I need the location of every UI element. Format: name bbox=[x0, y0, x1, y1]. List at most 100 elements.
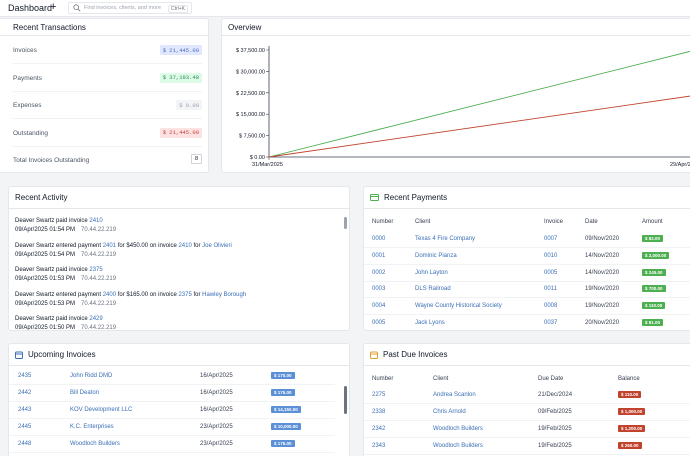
activity-invoice-link[interactable]: 2375 bbox=[178, 291, 192, 298]
activity-link[interactable]: 2401 bbox=[102, 242, 117, 249]
past-due-invoice-row[interactable]: 2342 Woodloch Builders 19/Feb/2025 $ 1,200.… bbox=[364, 421, 690, 438]
add-button[interactable]: + bbox=[50, 1, 57, 13]
activity-link[interactable]: 2429 bbox=[89, 316, 103, 322]
payment-client[interactable]: Dominic Pianza bbox=[415, 252, 457, 259]
payment-number[interactable]: 0004 bbox=[372, 303, 386, 310]
invoice-date: 23/Apr/2025 bbox=[200, 441, 233, 447]
transaction-row: Total Invoices Outstanding 8 bbox=[13, 147, 202, 172]
payment-invoice[interactable]: 0010 bbox=[544, 252, 558, 259]
payment-number[interactable]: 0005 bbox=[372, 320, 386, 326]
payment-client[interactable]: Jack Lyons bbox=[415, 320, 445, 326]
payment-row[interactable]: 0002 John Layton 0005 14/Nov/2020 $ 245.00 bbox=[364, 265, 690, 282]
activity-text: Deaver Swartz paid invoice 2410 bbox=[15, 217, 339, 226]
recent-transactions-title: Recent Transactions bbox=[13, 22, 86, 32]
payment-row[interactable]: 0001 Dominic Pianza 0010 14/Nov/2020 $ 2,000… bbox=[364, 248, 690, 265]
overview-header: Overview bbox=[222, 19, 690, 36]
activity-ip: 70.44.22.219 bbox=[81, 227, 117, 233]
activity-client-link[interactable]: Hawley Borough bbox=[202, 291, 247, 298]
activity-link[interactable]: 2375 bbox=[89, 267, 103, 273]
upcoming-invoice-row[interactable]: 2435 John Ridd DMD 16/Apr/2025 $ 170.00 bbox=[9, 368, 335, 385]
transaction-label: Payments bbox=[13, 74, 42, 82]
upcoming-scrollbar[interactable] bbox=[344, 386, 347, 414]
invoice-number[interactable]: 2448 bbox=[18, 441, 32, 447]
activity-client-link[interactable]: Joe Olivieri bbox=[202, 242, 232, 249]
payment-number[interactable]: 0001 bbox=[372, 252, 386, 259]
activity-link[interactable]: 2410 bbox=[89, 218, 103, 224]
invoice-number[interactable]: 2343 bbox=[372, 443, 386, 449]
upcoming-invoice-row[interactable]: 2448 Woodloch Builders 23/Apr/2025 $ 175.00 bbox=[9, 436, 335, 453]
invoice-number[interactable]: 2342 bbox=[372, 426, 386, 432]
payment-date: 14/Nov/2020 bbox=[585, 252, 620, 259]
recent-transactions-header: Recent Transactions bbox=[0, 19, 208, 36]
transaction-value-badge: $ 21,445.00 bbox=[159, 127, 202, 138]
invoice-amount-badge: $ 170.00 bbox=[271, 372, 295, 379]
payment-date: 19/Nov/2020 bbox=[585, 286, 620, 293]
upcoming-invoice-row[interactable]: 2443 KOV Development LLC 16/Apr/2025 $ 14,1… bbox=[9, 402, 335, 419]
payment-client[interactable]: Texas 4 Fire Company bbox=[415, 236, 476, 242]
payment-invoice[interactable]: 0011 bbox=[544, 286, 557, 293]
transaction-label: Outstanding bbox=[13, 129, 49, 137]
invoice-due-date: 09/Feb/2025 bbox=[538, 409, 572, 415]
activity-link[interactable]: 2400 bbox=[102, 291, 117, 298]
invoice-client[interactable]: Woodloch Builders bbox=[433, 426, 483, 432]
payment-row[interactable]: 0003 DLS Railroad 0011 19/Nov/2020 $ 700.00 bbox=[364, 281, 690, 299]
invoice-balance-badge: $ 1,000.00 bbox=[618, 408, 646, 415]
payment-number[interactable]: 0002 bbox=[372, 269, 386, 276]
payment-row[interactable]: 0005 Jack Lyons 0037 20/Nov/2020 $ 81.00 bbox=[364, 315, 690, 330]
payment-client[interactable]: Wayne County Historical Society bbox=[415, 303, 502, 310]
past-due-invoice-row[interactable]: 2338 Chris Arnold 09/Feb/2025 $ 1,000.00 bbox=[364, 404, 690, 421]
payments-column-header: Client bbox=[415, 219, 431, 225]
x-tick-label: 31/Mar/2025 bbox=[252, 162, 283, 168]
overview-chart: $ 0.00 $ 7,500.00 $ 15,000.00 $ 22,500.00 $ … bbox=[236, 46, 690, 168]
payment-invoice[interactable]: 0037 bbox=[544, 320, 558, 326]
series-line-invoices bbox=[268, 95, 690, 158]
activity-item: Deaver Swartz paid invoice 2410 09/Apr/20… bbox=[15, 217, 339, 235]
payment-number[interactable]: 0000 bbox=[372, 236, 386, 242]
activity-invoice-link[interactable]: 2410 bbox=[178, 242, 192, 249]
invoice-client[interactable]: Bill Deaton bbox=[70, 390, 100, 396]
invoice-client[interactable]: John Ridd DMD bbox=[70, 373, 113, 379]
invoice-number[interactable]: 2443 bbox=[18, 407, 32, 413]
payment-invoice[interactable]: 0007 bbox=[544, 236, 558, 242]
invoice-number[interactable]: 2275 bbox=[372, 392, 386, 398]
payment-client[interactable]: John Layton bbox=[415, 269, 448, 276]
invoice-client[interactable]: KOV Development LLC bbox=[70, 407, 133, 413]
payment-date: 09/Nov/2020 bbox=[585, 236, 620, 242]
invoice-number[interactable]: 2442 bbox=[18, 390, 32, 396]
past-due-invoices-title: Past Due Invoices bbox=[383, 350, 448, 359]
transaction-row: Payments $ 37,193.48 bbox=[13, 65, 202, 92]
invoice-client[interactable]: Andrea Scanlon bbox=[433, 392, 476, 398]
payment-row[interactable]: 0004 Wayne County Historical Society 0008 1… bbox=[364, 298, 690, 316]
recent-payments-title: Recent Payments bbox=[384, 193, 448, 202]
invoice-number[interactable]: 2338 bbox=[372, 409, 386, 415]
past-due-invoice-row[interactable]: 2275 Andrea Scanlon 21/Dec/2024 $ 110.00 bbox=[364, 387, 690, 404]
past-due-invoice-row[interactable]: 2343 Woodloch Builders 19/Feb/2025 $ 260.00 bbox=[364, 438, 690, 455]
payment-row[interactable]: 0000 Texas 4 Fire Company 0007 09/Nov/2020 $… bbox=[364, 231, 690, 248]
activity-ip: 70.44.22.219 bbox=[81, 325, 117, 331]
y-tick-label: $ 15,000.00 bbox=[236, 112, 265, 118]
search-input[interactable]: Find invoices, clients, and more Ctrl+K bbox=[68, 2, 192, 14]
top-bar: Dashboard + Find invoices, clients, and … bbox=[0, 0, 690, 17]
transaction-value-badge: $ 37,193.48 bbox=[159, 72, 202, 83]
payments-icon bbox=[370, 194, 379, 201]
invoice-client[interactable]: Woodloch Builders bbox=[70, 441, 120, 447]
payment-invoice[interactable]: 0008 bbox=[544, 303, 558, 310]
payment-number[interactable]: 0003 bbox=[372, 286, 386, 293]
overview-card: Overview $ 0.00 $ 7,500.00 $ 15,000.00 $ 22… bbox=[221, 18, 690, 173]
payment-client[interactable]: DLS Railroad bbox=[415, 286, 451, 293]
invoice-client[interactable]: K.C. Enterprises bbox=[70, 424, 114, 430]
invoice-date: 16/Apr/2025 bbox=[200, 407, 233, 413]
activity-scrollbar[interactable] bbox=[344, 217, 347, 229]
invoice-number[interactable]: 2435 bbox=[18, 373, 32, 379]
payment-invoice[interactable]: 0005 bbox=[544, 269, 558, 276]
invoice-client[interactable]: Woodloch Builders bbox=[433, 443, 483, 449]
past-due-column-header: Client bbox=[433, 376, 449, 382]
invoice-number[interactable]: 2445 bbox=[18, 424, 32, 430]
past-due-column-header: Number bbox=[372, 376, 394, 382]
upcoming-invoice-row[interactable]: 2445 K.C. Enterprises 23/Apr/2025 $ 10,000.… bbox=[9, 419, 335, 436]
payments-column-header: Amount bbox=[642, 219, 663, 225]
payments-column-header: Date bbox=[585, 219, 598, 225]
upcoming-invoice-row[interactable]: 2442 Bill Deaton 16/Apr/2025 $ 175.00 bbox=[9, 385, 335, 402]
search-icon bbox=[73, 4, 81, 12]
invoice-client[interactable]: Chris Arnold bbox=[433, 409, 466, 415]
